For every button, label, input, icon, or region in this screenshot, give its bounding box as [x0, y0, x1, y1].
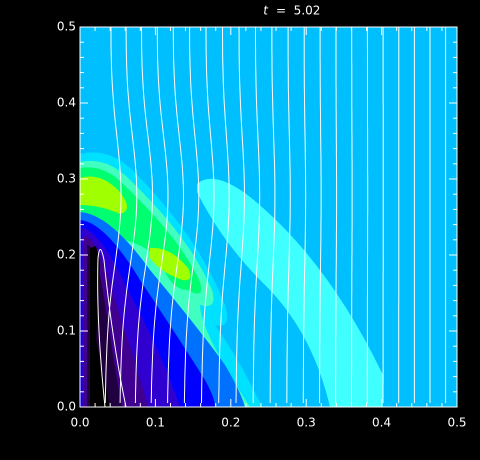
field-line [201, 27, 215, 404]
x-tick-label: 0.2 [221, 416, 240, 430]
field-line [119, 27, 138, 404]
x-tick-label: 0.4 [372, 416, 391, 430]
x-tick-label: 0.3 [297, 416, 316, 430]
field-line [150, 27, 169, 404]
title-text: = 5.02 [276, 4, 320, 18]
plot-frame [79, 26, 458, 408]
y-tick-label: 0.4 [57, 96, 76, 110]
level-10 [90, 246, 110, 407]
level-4 [80, 176, 128, 214]
x-tick-label: 0.1 [146, 416, 165, 430]
axes: 0.0 0.1 0.2 0.3 0.4 0.5 0.0 0.1 0.2 0.3 0.4 0.5 [57, 20, 467, 430]
field-line [183, 27, 200, 404]
field-line [104, 27, 122, 404]
field-line [351, 27, 353, 403]
y-tick-label: 0.5 [57, 20, 76, 34]
contour-field [80, 27, 457, 407]
level-4b [150, 247, 191, 281]
field-line [286, 27, 291, 404]
x-tick-label: 0.5 [447, 416, 466, 430]
x-tick-label: 0.0 [70, 416, 89, 430]
field-lines [104, 27, 447, 404]
field-line [134, 27, 154, 404]
y-tick-label: 0.0 [57, 400, 76, 414]
title-symbol: t [263, 4, 269, 18]
field-line [167, 27, 185, 404]
field-line [302, 27, 307, 403]
field-line [269, 27, 276, 404]
y-tick-label: 0.2 [57, 248, 76, 262]
y-tick-label: 0.1 [57, 324, 76, 338]
field-line [319, 27, 322, 403]
field-line [218, 27, 230, 404]
field-line [235, 27, 245, 404]
field-loop [97, 249, 127, 407]
field-line [252, 27, 261, 403]
y-tick-label: 0.3 [57, 172, 76, 186]
field-line [335, 27, 338, 403]
